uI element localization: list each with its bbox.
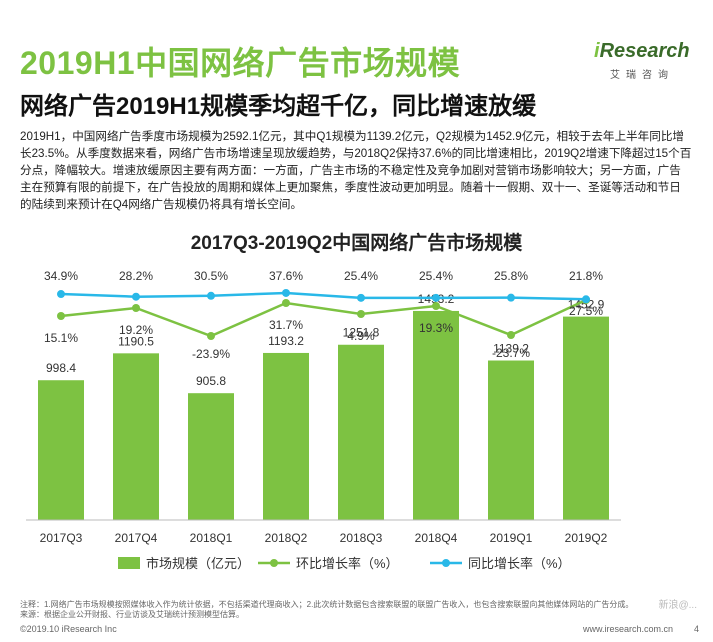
x-tick-label: 2018Q1 — [190, 531, 233, 545]
yoy-point — [582, 295, 590, 304]
x-tick-label: 2018Q2 — [265, 531, 308, 545]
x-tick-label: 2017Q3 — [40, 531, 83, 545]
page-title: 2019H1中国网络广告市场规模 — [20, 45, 461, 81]
qoq-line — [60, 298, 587, 338]
legend-qoq-marker — [270, 559, 278, 567]
logo-brand: iResearch — [594, 40, 690, 63]
yoy-value-label: 28.2% — [119, 269, 153, 283]
bar-value-label: 1139.2 — [493, 342, 529, 356]
bar — [488, 360, 534, 520]
x-tick-label: 2019Q1 — [490, 531, 533, 545]
qoq-point — [357, 310, 365, 318]
yoy-value-label: 30.5% — [194, 269, 228, 283]
qoq-point — [207, 332, 215, 340]
yoy-point — [507, 293, 515, 302]
yoy-value-label: 34.9% — [44, 269, 78, 283]
legend-yoy-label: 同比增长率（%） — [468, 556, 571, 571]
qoq-point — [132, 304, 140, 312]
legend-qoq-label: 环比增长率（%） — [296, 556, 399, 571]
legend-yoy-marker — [442, 559, 450, 567]
qoq-value-label: 4.9% — [347, 329, 375, 343]
summary-paragraph: 2019H1，中国网络广告季度市场规模为2592.1亿元，其中Q1规模为1139… — [20, 130, 692, 211]
page-subtitle: 网络广告2019H1规模季均超千亿，同比增速放缓 — [20, 93, 537, 120]
bar-value-label: 1190.5 — [118, 334, 154, 348]
yoy-value-label: 25.8% — [494, 269, 528, 283]
bar-value-label: 1251.8 — [343, 326, 380, 340]
yoy-point — [207, 291, 215, 300]
iresearch-logo: iResearch 艾瑞咨询 — [580, 38, 690, 81]
website-url: www.iresearch.com.cn — [582, 624, 673, 634]
x-tick-label: 2018Q3 — [340, 531, 383, 545]
x-tick-label: 2018Q4 — [415, 531, 458, 545]
bar-value-label: 905.8 — [196, 374, 226, 388]
watermark: 新浪@... — [658, 600, 698, 611]
logo-brand-rest: Research — [599, 40, 690, 62]
qoq-value-label: 19.2% — [119, 323, 153, 337]
legend-bar-swatch — [118, 557, 140, 569]
yoy-point — [282, 288, 290, 297]
chart-title: 2017Q3-2019Q2中国网络广告市场规模 — [190, 233, 523, 254]
bar — [188, 393, 234, 520]
yoy-value-label: 37.6% — [269, 269, 303, 283]
yoy-line — [60, 291, 587, 301]
qoq-value-label: 31.7% — [269, 318, 303, 332]
qoq-point — [282, 299, 290, 307]
qoq-value-label: 27.5% — [569, 304, 603, 318]
bar — [338, 344, 384, 520]
bar — [413, 310, 459, 520]
yoy-value-label: 25.4% — [419, 269, 453, 283]
yoy-point — [357, 293, 365, 302]
legend-bar-label: 市场规模（亿元） — [146, 556, 250, 571]
qoq-value-label: -23.7% — [492, 346, 530, 360]
qoq-value-label: 15.1% — [44, 331, 78, 345]
bar-value-label: 1452.9 — [568, 298, 605, 312]
x-tick-label: 2019Q2 — [565, 531, 608, 545]
qoq-point — [507, 331, 515, 339]
copyright: ©2019.10 iResearch Inc — [20, 624, 117, 634]
qoq-point — [57, 312, 65, 320]
yoy-point — [57, 290, 65, 299]
bar-value-label: 998.4 — [46, 361, 76, 375]
page-number: 4 — [693, 624, 699, 634]
bar — [563, 316, 609, 520]
yoy-value-label: 21.8% — [569, 269, 603, 283]
bar — [113, 353, 159, 520]
yoy-point — [432, 293, 440, 302]
qoq-point — [432, 302, 440, 310]
bar-value-label: 1193.2 — [268, 334, 304, 348]
yoy-value-label: 25.4% — [344, 269, 378, 283]
qoq-value-label: 19.3% — [419, 321, 453, 335]
bar — [263, 352, 309, 520]
yoy-point — [132, 292, 140, 301]
qoq-value-label: -23.9% — [192, 347, 230, 361]
logo-brand-i: i — [594, 40, 600, 62]
footer-note: 注释：1.网络广告市场规模按照媒体收入作为统计依据，不包括渠道代理商收入；2.此… — [20, 600, 634, 619]
x-tick-label: 2017Q4 — [115, 531, 158, 545]
market-size-chart: 998.4 2017Q3 1190.5 2017Q4 905.8 2018Q1 1193.2… — [26, 269, 621, 571]
logo-subtext: 艾瑞咨询 — [610, 70, 674, 81]
bar — [38, 380, 84, 520]
